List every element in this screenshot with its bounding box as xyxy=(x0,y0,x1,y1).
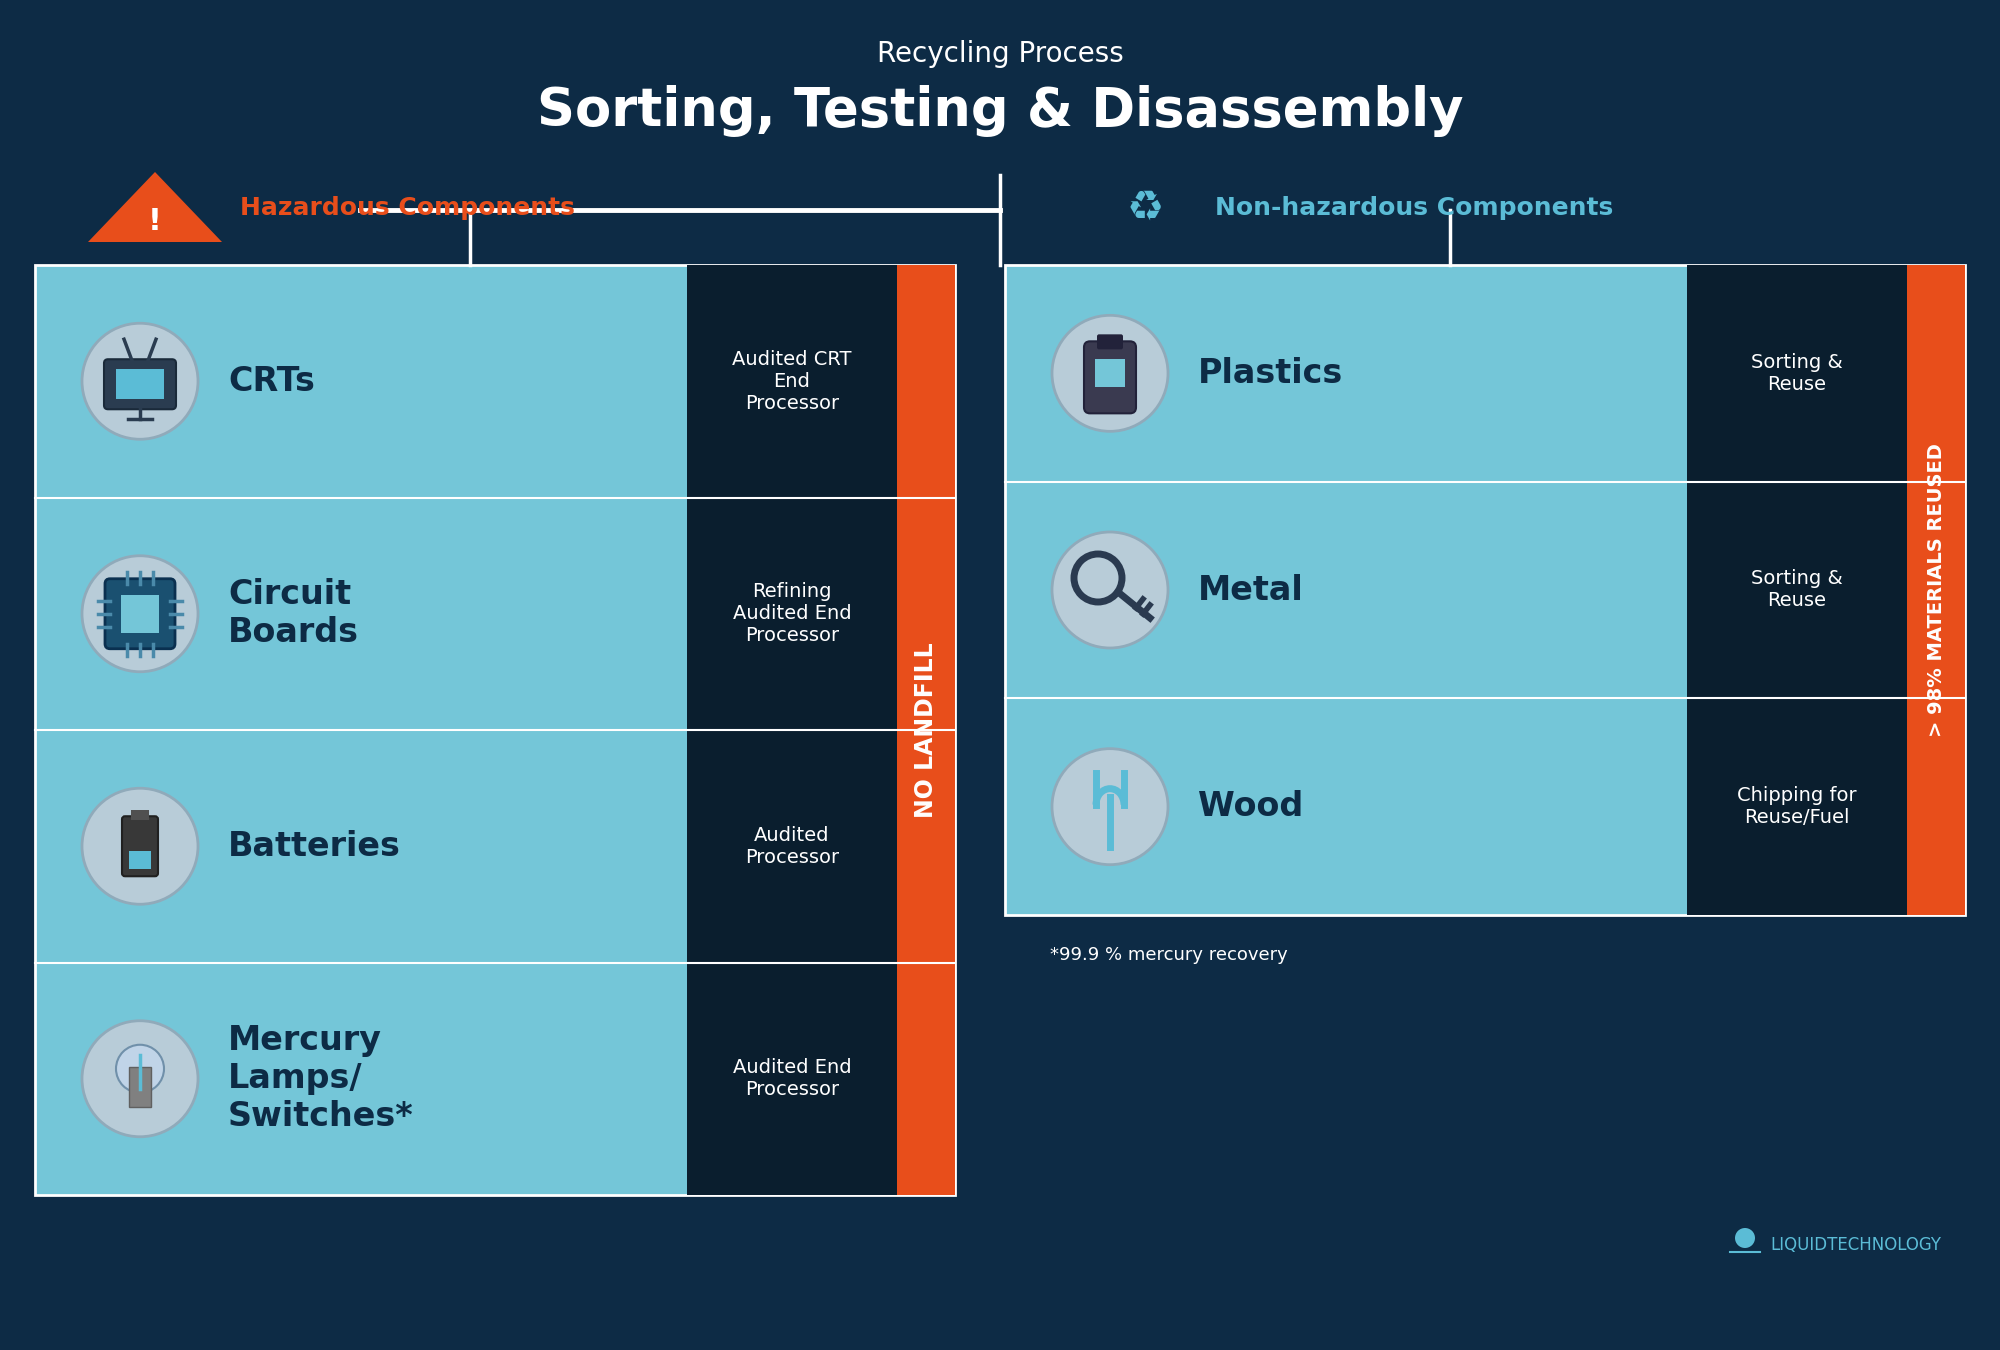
FancyBboxPatch shape xyxy=(104,359,176,409)
Text: Circuit
Boards: Circuit Boards xyxy=(228,578,360,649)
Circle shape xyxy=(82,556,198,672)
FancyBboxPatch shape xyxy=(898,265,956,1195)
Text: Audited End
Processor: Audited End Processor xyxy=(732,1058,852,1099)
FancyBboxPatch shape xyxy=(1096,359,1126,387)
FancyBboxPatch shape xyxy=(128,1066,150,1107)
Circle shape xyxy=(82,788,198,905)
FancyBboxPatch shape xyxy=(122,817,158,876)
Circle shape xyxy=(1052,316,1168,432)
Text: Plastics: Plastics xyxy=(1198,356,1344,390)
Text: !: ! xyxy=(148,207,162,236)
Text: ♻: ♻ xyxy=(1126,188,1164,230)
Text: Metal: Metal xyxy=(1198,574,1304,606)
Text: Non-hazardous Components: Non-hazardous Components xyxy=(1216,196,1614,220)
FancyBboxPatch shape xyxy=(116,370,164,400)
FancyBboxPatch shape xyxy=(128,852,152,869)
Text: Hazardous Components: Hazardous Components xyxy=(240,196,574,220)
Text: Refining
Audited End
Processor: Refining Audited End Processor xyxy=(732,582,852,645)
Text: > 98% MATERIALS REUSED: > 98% MATERIALS REUSED xyxy=(1926,443,1946,737)
Text: CRTs: CRTs xyxy=(228,364,314,398)
FancyBboxPatch shape xyxy=(688,265,898,1195)
FancyBboxPatch shape xyxy=(1084,342,1136,413)
Text: Sorting &
Reuse: Sorting & Reuse xyxy=(1752,570,1842,610)
Circle shape xyxy=(1736,1228,1756,1247)
Text: Recycling Process: Recycling Process xyxy=(876,40,1124,68)
Text: Chipping for
Reuse/Fuel: Chipping for Reuse/Fuel xyxy=(1738,786,1856,828)
Text: LIQUIDTECHNOLOGY: LIQUIDTECHNOLOGY xyxy=(1770,1237,1940,1254)
Circle shape xyxy=(82,323,198,439)
Text: Sorting &
Reuse: Sorting & Reuse xyxy=(1752,352,1842,394)
FancyBboxPatch shape xyxy=(104,579,176,649)
Circle shape xyxy=(1052,749,1168,864)
Polygon shape xyxy=(88,171,222,242)
Text: Audited
Processor: Audited Processor xyxy=(744,826,840,867)
Text: *99.9 % mercury recovery: *99.9 % mercury recovery xyxy=(1050,946,1288,964)
FancyBboxPatch shape xyxy=(36,265,956,1195)
Text: Sorting, Testing & Disassembly: Sorting, Testing & Disassembly xyxy=(536,85,1464,136)
FancyBboxPatch shape xyxy=(1688,265,1908,915)
FancyBboxPatch shape xyxy=(1908,265,1964,915)
FancyBboxPatch shape xyxy=(130,810,148,821)
Text: Batteries: Batteries xyxy=(228,830,400,863)
FancyBboxPatch shape xyxy=(1006,265,1964,915)
Text: Audited CRT
End
Processor: Audited CRT End Processor xyxy=(732,350,852,413)
Circle shape xyxy=(116,1045,164,1092)
FancyBboxPatch shape xyxy=(120,595,160,633)
Text: Mercury
Lamps/
Switches*: Mercury Lamps/ Switches* xyxy=(228,1025,414,1134)
Circle shape xyxy=(82,1021,198,1137)
FancyBboxPatch shape xyxy=(1098,335,1124,350)
Text: Wood: Wood xyxy=(1198,790,1304,824)
Text: NO LANDFILL: NO LANDFILL xyxy=(914,643,938,818)
Circle shape xyxy=(1052,532,1168,648)
